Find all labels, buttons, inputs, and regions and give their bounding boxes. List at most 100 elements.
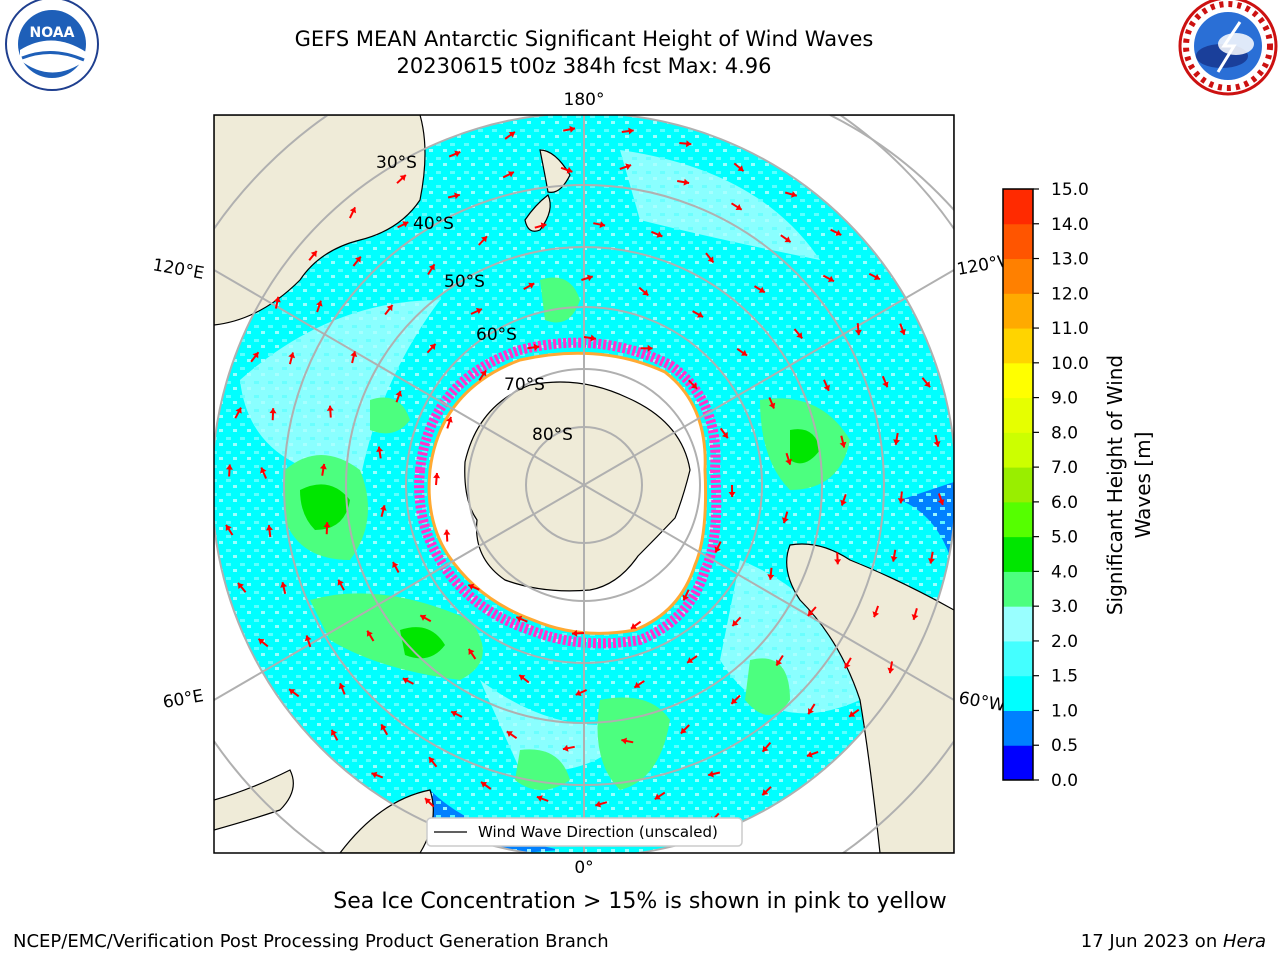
wave-arrow-head bbox=[893, 439, 900, 445]
colorbar-swatch bbox=[1003, 745, 1033, 781]
wave-arrow-head bbox=[507, 171, 514, 178]
colorbar-swatch bbox=[1003, 501, 1033, 538]
wave-arrow-head bbox=[519, 675, 526, 681]
wave-arrow-head bbox=[379, 505, 387, 511]
wave-arrow-head bbox=[686, 140, 692, 148]
colorbar-tick-label: 10.0 bbox=[1051, 354, 1089, 374]
wave-arrow-head bbox=[252, 352, 259, 359]
wave-arrow-head bbox=[762, 789, 769, 796]
wave-arrow-head bbox=[656, 231, 663, 238]
wave-arrow-head bbox=[642, 289, 649, 296]
colorbar-tick-label: 0.0 bbox=[1051, 771, 1078, 791]
wave-arrow-head bbox=[355, 256, 361, 263]
wave-arrow-head bbox=[371, 771, 378, 779]
wave-arrow-head bbox=[784, 236, 791, 243]
wave-arrow-head bbox=[433, 473, 441, 479]
wave-arrow-head bbox=[834, 559, 842, 565]
wave-arrow-head bbox=[260, 467, 267, 474]
wave-arrow-head bbox=[808, 708, 814, 715]
wave-arrow-head bbox=[741, 349, 748, 356]
wave-arrow-head bbox=[468, 583, 475, 591]
wave-arrow-head bbox=[402, 677, 409, 684]
wave-arrow-head bbox=[654, 793, 661, 800]
wave-arrow-head bbox=[451, 710, 458, 717]
wave-arrow-head bbox=[428, 264, 435, 271]
wave-arrow-head bbox=[475, 307, 482, 315]
wave-arrow-head bbox=[911, 614, 919, 620]
lat-label-80s: 80°S bbox=[532, 425, 573, 445]
wave-arrow-head bbox=[528, 282, 535, 289]
wave-arrow-head bbox=[366, 630, 373, 637]
chart-title: GEFS MEAN Antarctic Significant Height o… bbox=[294, 27, 874, 51]
wave-arrow-head bbox=[691, 382, 698, 389]
wave-arrow-head bbox=[304, 635, 312, 642]
noaa-logo-text: NOAA bbox=[30, 25, 75, 41]
wave-arrow-head bbox=[481, 236, 487, 243]
lon-label-0: 0° bbox=[574, 858, 593, 878]
wave-arrow-head bbox=[731, 697, 738, 704]
colorbar-swatch bbox=[1003, 362, 1033, 399]
colorbar-swatch bbox=[1003, 328, 1033, 364]
wave-arrow-head bbox=[238, 582, 244, 589]
wave-arrow-head bbox=[402, 221, 409, 228]
colorbar-swatch bbox=[1003, 710, 1033, 746]
wave-arrow-head bbox=[680, 727, 687, 734]
colorbar-swatch bbox=[1003, 432, 1033, 468]
wave-arrow-head bbox=[395, 390, 403, 397]
wave-arrow-head bbox=[516, 615, 523, 623]
colorbar-swatch bbox=[1003, 293, 1033, 329]
wave-arrow-head bbox=[508, 131, 515, 138]
wave-arrow-head bbox=[273, 296, 281, 303]
lat-label-70s: 70°S bbox=[504, 375, 545, 395]
wave-arrow-head bbox=[781, 517, 789, 524]
wave-arrow-head bbox=[225, 524, 232, 531]
wave-arrow-head bbox=[569, 125, 575, 133]
wave-arrow-head bbox=[425, 798, 432, 805]
wave-arrow-head bbox=[337, 579, 344, 586]
colorbar-swatch bbox=[1003, 223, 1033, 260]
wave-arrow-head bbox=[310, 251, 317, 258]
legend-label: Wind Wave Direction (unscaled) bbox=[478, 823, 718, 841]
colorbar-swatch bbox=[1003, 606, 1033, 642]
wave-arrow-head bbox=[887, 667, 895, 674]
wave-arrow-head bbox=[732, 619, 739, 626]
chart-subtitle: 20230615 t00z 384h fcst Max: 4.96 bbox=[396, 54, 772, 78]
colorbar-swatch bbox=[1003, 640, 1033, 677]
wave-arrow-head bbox=[849, 710, 856, 717]
wave-arrow-head bbox=[682, 594, 689, 601]
colorbar-swatch bbox=[1003, 467, 1033, 503]
credit-host: Hera bbox=[1222, 931, 1266, 952]
colorbar-tick-label: 9.0 bbox=[1051, 389, 1078, 409]
wave-arrow-head bbox=[873, 273, 880, 281]
wave-arrow-head bbox=[844, 662, 851, 669]
lat-label-60s: 60°S bbox=[476, 325, 517, 345]
wave-arrow-head bbox=[536, 795, 543, 802]
wave-arrow-head bbox=[533, 343, 540, 351]
wave-arrow-head bbox=[289, 689, 296, 695]
colorbar-tick-label: 1.0 bbox=[1051, 701, 1078, 721]
colorbar-tick-label: 13.0 bbox=[1051, 250, 1089, 270]
wave-arrow-head bbox=[791, 191, 797, 198]
wave-arrow-head bbox=[575, 689, 582, 696]
nws-logo bbox=[1178, 0, 1278, 96]
colorbar-tick-label: 15.0 bbox=[1051, 180, 1089, 200]
lon-label-180: 180° bbox=[564, 90, 605, 110]
lon-label-60w: 60°W bbox=[957, 688, 1007, 716]
wave-arrow-head bbox=[266, 525, 273, 531]
wave-arrow-head bbox=[562, 744, 569, 752]
wave-arrow-head bbox=[392, 562, 399, 568]
sea-ice-note: Sea Ice Concentration > 15% is shown in … bbox=[333, 889, 947, 914]
wave-arrow-head bbox=[376, 446, 384, 452]
wave-arrow-head bbox=[288, 352, 296, 359]
wave-arrow-head bbox=[590, 334, 596, 342]
colorbar-tick-label: 7.0 bbox=[1051, 458, 1078, 478]
wave-arrow-head bbox=[349, 207, 357, 214]
wave-arrow-head bbox=[835, 229, 842, 236]
colorbar-tick-label: 8.0 bbox=[1051, 423, 1078, 443]
wave-arrow-head bbox=[882, 381, 889, 388]
wave-arrow-head bbox=[399, 175, 406, 181]
wave-arrow-head bbox=[735, 204, 742, 210]
wave-arrow-head bbox=[316, 300, 323, 307]
wave-arrow-head bbox=[540, 222, 547, 230]
